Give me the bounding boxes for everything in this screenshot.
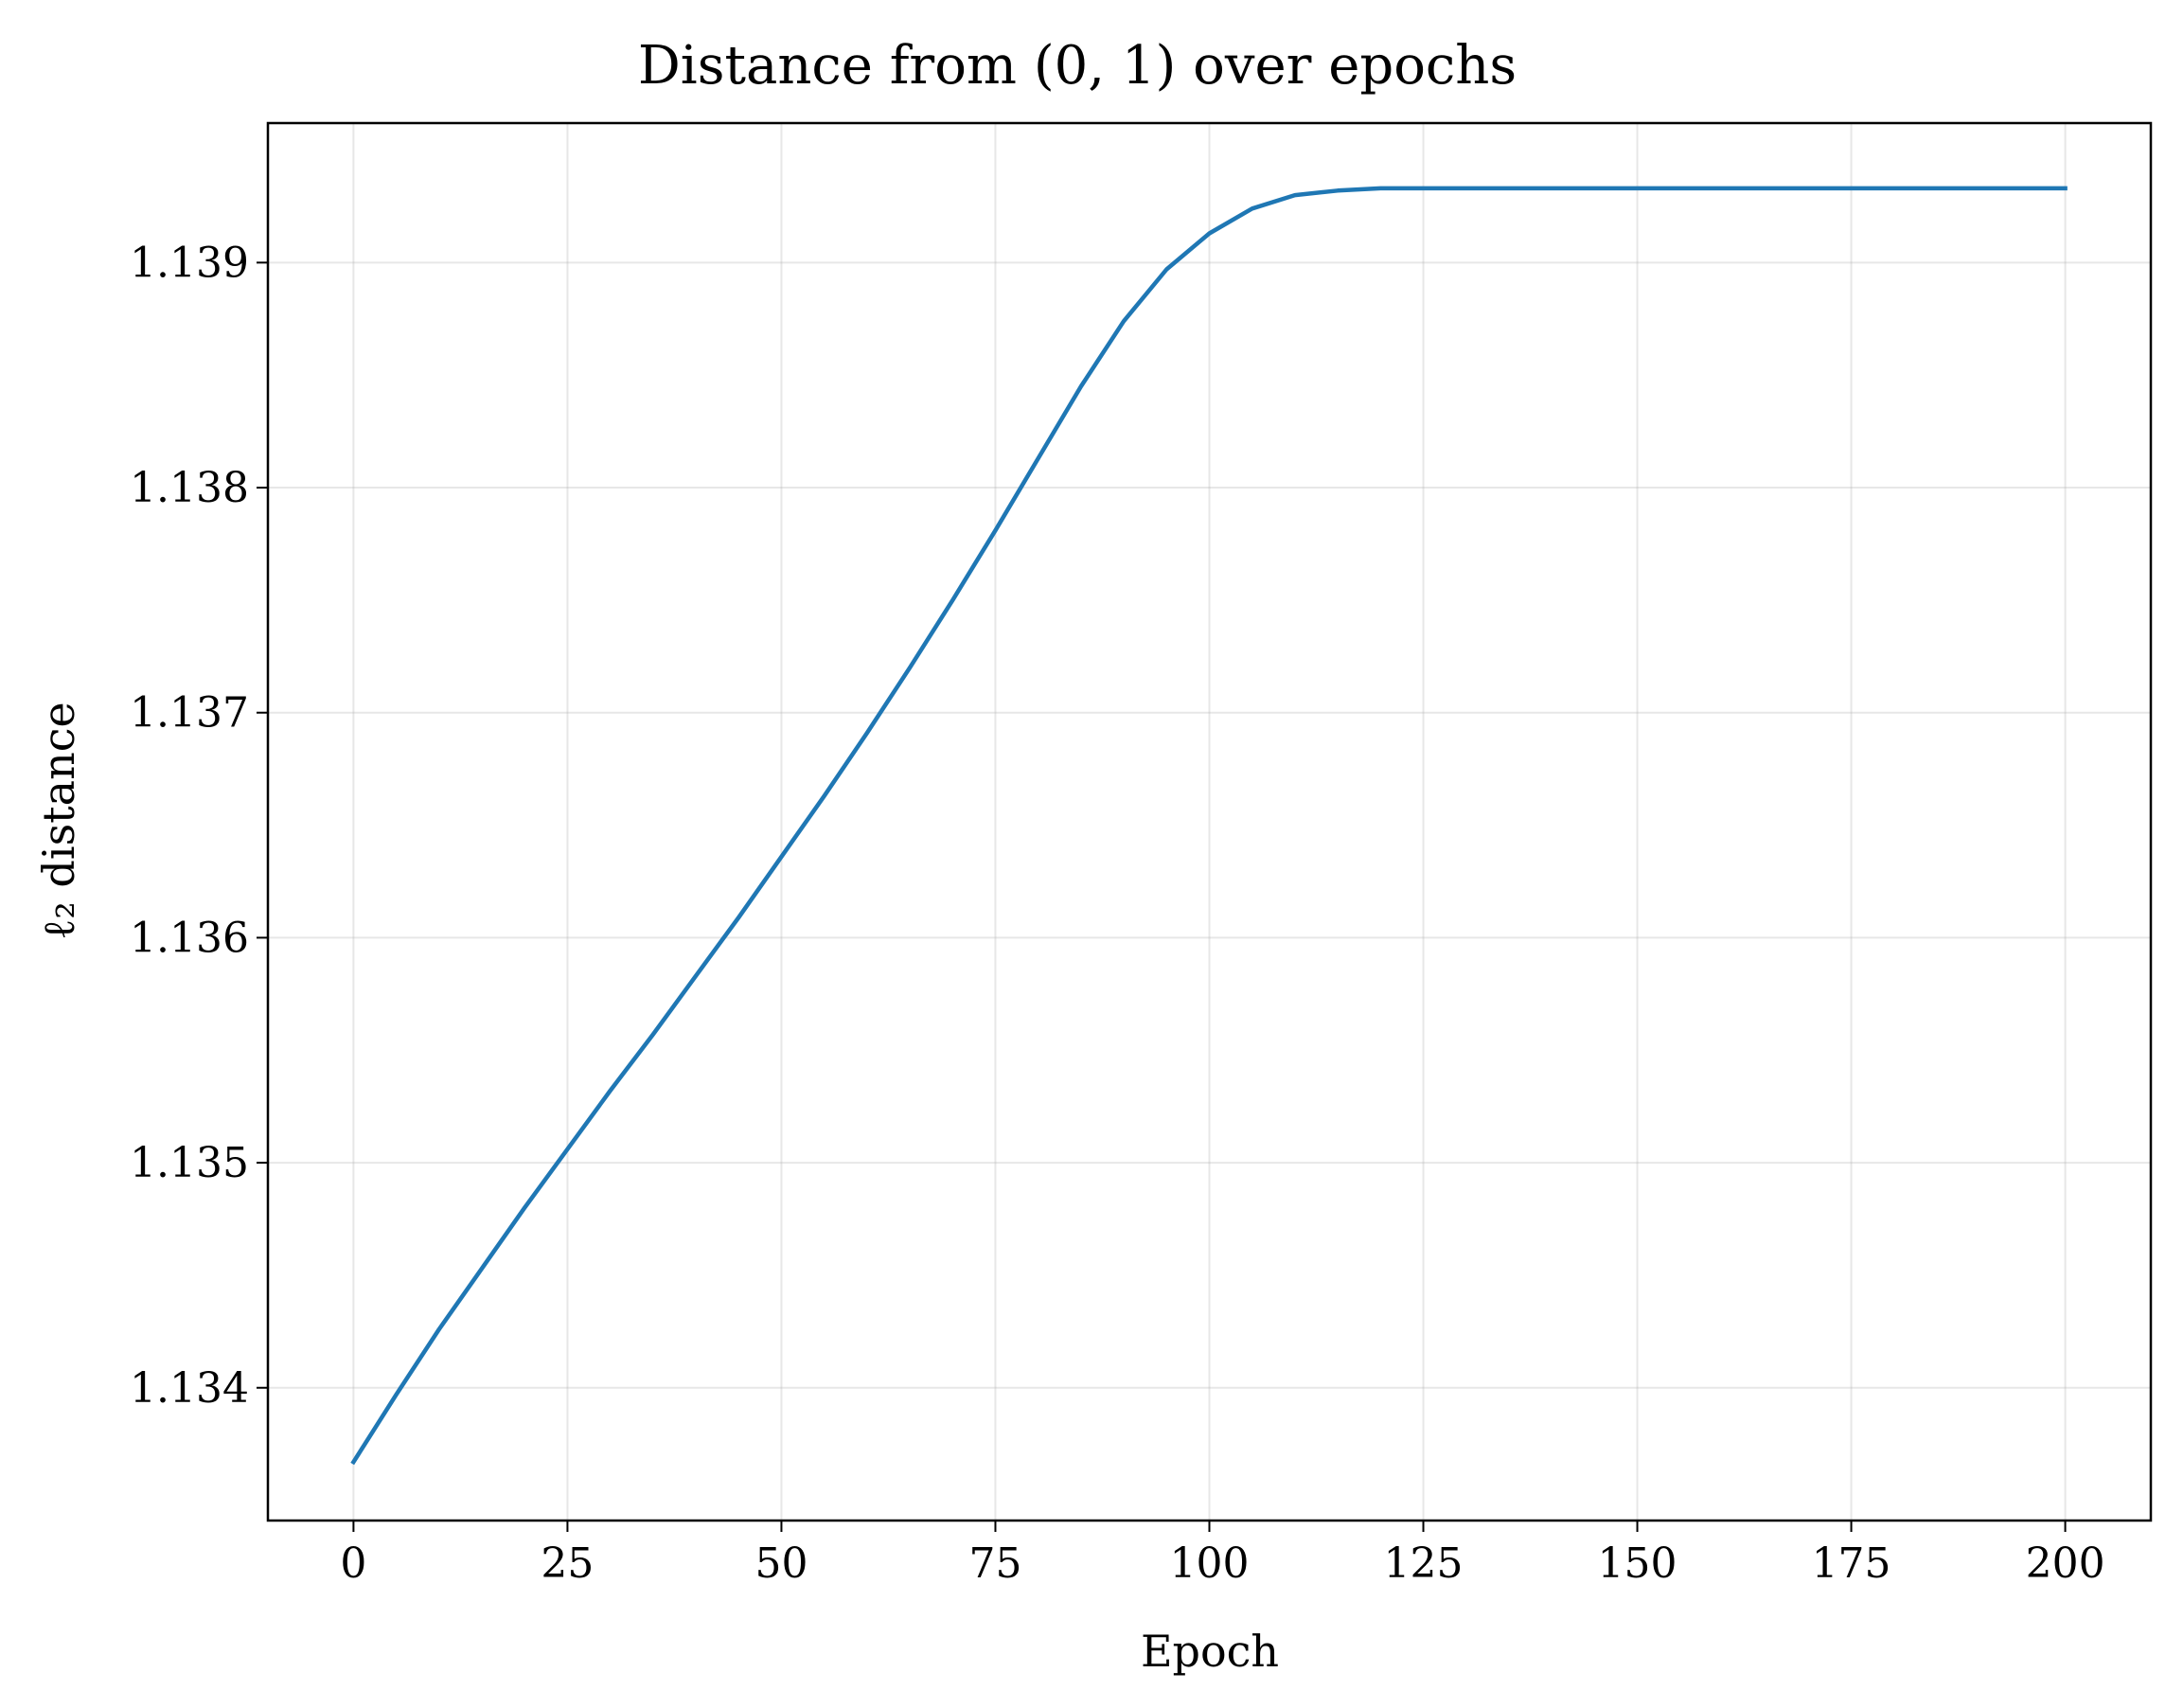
x-tick-label: 100: [1170, 1539, 1250, 1588]
y-tick-label: 1.136: [130, 914, 249, 962]
series-line: [350, 186, 2068, 1466]
y-tick-label: 1.135: [130, 1139, 249, 1187]
x-tick-label: 200: [2026, 1539, 2105, 1588]
y-tick-label: 1.138: [130, 464, 249, 512]
grid-lines: [268, 123, 2151, 1521]
x-tick-label: 25: [541, 1539, 594, 1588]
y-axis-ticks: 1.134 1.135 1.136 1.137 1.138 1.139: [130, 239, 268, 1413]
y-tick-label: 1.134: [130, 1364, 249, 1413]
x-tick-label: 150: [1598, 1539, 1677, 1588]
y-tick-label: 1.137: [130, 689, 249, 738]
x-axis-label: Epoch: [1141, 1626, 1279, 1677]
y-tick-label: 1.139: [130, 239, 249, 287]
x-tick-label: 0: [340, 1539, 366, 1588]
x-tick-label: 50: [754, 1539, 808, 1588]
series-layer: [350, 186, 2068, 1466]
x-tick-label: 175: [1812, 1539, 1891, 1588]
chart-title: Distance from (0, 1) over epochs: [638, 35, 1517, 97]
x-tick-label: 125: [1384, 1539, 1464, 1588]
x-tick-label: 75: [968, 1539, 1021, 1588]
x-axis-ticks: 0 25 50 75 100 125 150 175 200: [340, 1521, 2105, 1588]
y-axis-label: ℓ₂ distance: [33, 702, 84, 939]
